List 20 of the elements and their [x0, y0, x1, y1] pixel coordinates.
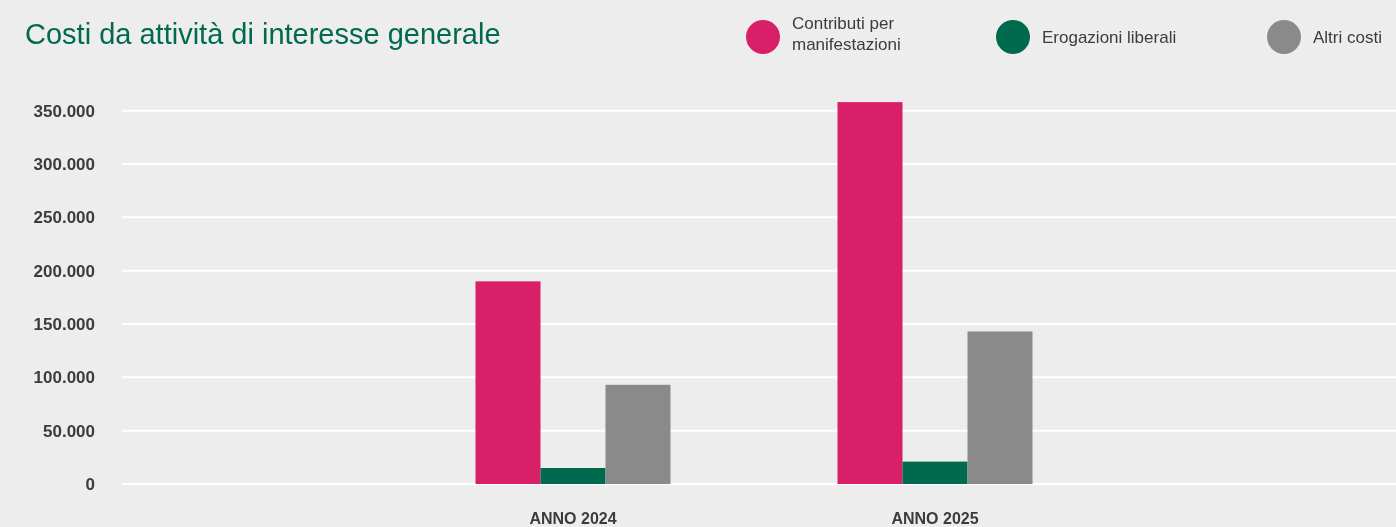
y-tick-label: 200.000 — [33, 261, 95, 281]
y-tick-label: 50.000 — [43, 421, 95, 441]
y-tick-label: 350.000 — [33, 101, 95, 121]
chart-title: Costi da attività di interesse generale — [25, 18, 501, 50]
x-tick-label: ANNO 2025 — [891, 510, 979, 527]
legend-label: Erogazioni liberali — [1042, 28, 1177, 47]
bar — [540, 468, 606, 484]
y-tick-label: 0 — [85, 474, 95, 494]
bar — [475, 281, 541, 484]
bar — [605, 384, 671, 484]
y-tick-label: 100.000 — [33, 368, 95, 388]
bar — [967, 331, 1033, 484]
bar — [837, 102, 903, 484]
legend-label: Altri costi — [1313, 28, 1382, 47]
y-tick-label: 300.000 — [33, 154, 95, 174]
legend-label: Contributi per manifestazioni — [792, 14, 901, 54]
x-tick-label: ANNO 2024 — [529, 510, 617, 527]
y-tick-label: 150.000 — [33, 314, 95, 334]
y-tick-label: 250.000 — [33, 208, 95, 228]
bar — [902, 461, 968, 484]
